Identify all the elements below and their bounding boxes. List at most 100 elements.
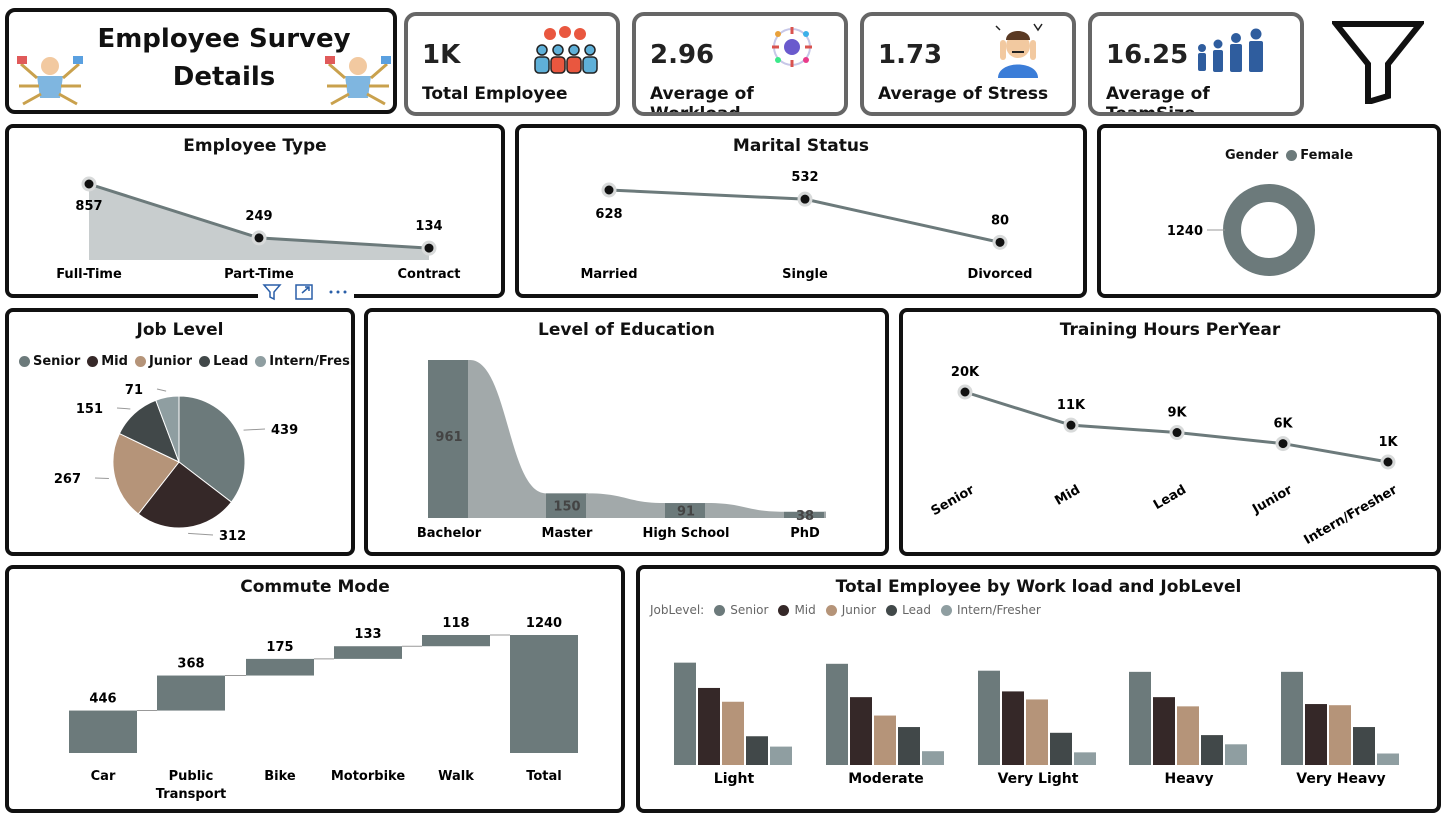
bar-edge bbox=[468, 360, 470, 518]
x-tick-label: Car bbox=[91, 769, 116, 784]
bar-edge bbox=[586, 493, 588, 518]
x-tick-label: Transport bbox=[156, 787, 226, 802]
panel-title: Employee Type bbox=[183, 136, 327, 156]
panel-title: Job Level bbox=[136, 320, 224, 340]
x-tick-label: Lead bbox=[1151, 482, 1189, 513]
pie-slice-intern-fresher bbox=[155, 395, 180, 463]
ribbon bbox=[707, 503, 784, 518]
legend-swatch-mid bbox=[87, 356, 99, 367]
data-label: 11K bbox=[1057, 398, 1086, 413]
data-label: 312 bbox=[219, 529, 246, 544]
bar-mid bbox=[698, 687, 720, 765]
data-label: 267 bbox=[54, 472, 81, 487]
bar-lead bbox=[746, 736, 768, 765]
legend-swatch-intern bbox=[255, 356, 267, 367]
bar-senior bbox=[674, 662, 696, 765]
data-label: 961 bbox=[435, 430, 462, 445]
legend-swatch-lead bbox=[886, 604, 898, 616]
legend-swatch-senior bbox=[714, 604, 726, 616]
legend-title: Gender bbox=[1225, 148, 1279, 163]
data-label: 91 bbox=[677, 505, 695, 520]
workload-joblevel-panel[interactable]: Total Employee by Work load and JobLevel… bbox=[636, 565, 1441, 813]
ribbon bbox=[470, 360, 546, 518]
bar-edge bbox=[705, 503, 707, 518]
leader-line bbox=[188, 532, 214, 536]
bar-mid bbox=[1305, 704, 1327, 765]
legend-swatch-mid bbox=[778, 604, 790, 616]
data-point bbox=[81, 176, 97, 192]
kpi-average-workload[interactable]: 2.96 Average of Workload bbox=[632, 12, 848, 116]
bar-junior bbox=[722, 701, 744, 765]
data-label: 1240 bbox=[1167, 224, 1203, 239]
x-tick-label: Public bbox=[169, 769, 214, 784]
legend-label: Intern/Fresher bbox=[269, 354, 351, 369]
marital-status-panel[interactable]: Marital Status 628 Married 532 Single 80 Divo… bbox=[515, 124, 1087, 298]
kpi-label: Average of TeamSize bbox=[1106, 84, 1210, 116]
bar-junior bbox=[1177, 706, 1199, 765]
employee-type-panel[interactable]: Employee Type 857 Full-Time 249 Part-Time 13… bbox=[5, 124, 505, 298]
panel-title: Training Hours PerYear bbox=[1059, 320, 1281, 340]
leader-line bbox=[243, 428, 266, 431]
bar-walk bbox=[422, 635, 490, 647]
page-title-line2: Details bbox=[172, 62, 276, 92]
job-level-legend: Senior Mid Junior Lead Intern/Fresher bbox=[19, 354, 351, 369]
data-label: 368 bbox=[177, 657, 204, 672]
bar-mid bbox=[850, 697, 872, 765]
funnel-icon[interactable] bbox=[1332, 20, 1424, 104]
bar-intern-fresher bbox=[922, 751, 944, 765]
x-tick-label: Divorced bbox=[968, 267, 1033, 282]
data-label: 151 bbox=[76, 402, 103, 417]
bar-senior bbox=[1129, 671, 1151, 765]
kpi-average-stress[interactable]: 1.73 Average of Stress bbox=[860, 12, 1076, 116]
data-label: 439 bbox=[271, 423, 298, 438]
x-tick-label: Senior bbox=[929, 482, 978, 519]
x-tick-label: Master bbox=[542, 526, 593, 541]
gender-panel[interactable]: Gender Female 1240 bbox=[1097, 124, 1441, 298]
bar-senior bbox=[978, 670, 1000, 765]
kpi-value: 2.96 bbox=[650, 40, 715, 70]
bar-lead bbox=[898, 727, 920, 765]
x-tick-label: Heavy bbox=[1165, 771, 1214, 787]
data-label: 9K bbox=[1167, 406, 1187, 421]
data-label: 1K bbox=[1378, 435, 1398, 450]
training-hours-panel[interactable]: Training Hours PerYear 20K Senior 11K Mid 9K… bbox=[899, 308, 1441, 556]
x-tick-label: Full-Time bbox=[56, 267, 122, 282]
more-options-icon[interactable] bbox=[326, 283, 350, 301]
workload-icon bbox=[772, 27, 812, 67]
kpi-value: 1.73 bbox=[878, 40, 943, 70]
legend-title: JobLevel: bbox=[650, 603, 705, 617]
bar-lead bbox=[1353, 727, 1375, 765]
kpi-average-teamsize[interactable]: 16.25 Average of TeamSize bbox=[1088, 12, 1304, 116]
bar-motorbike bbox=[334, 646, 402, 659]
bar-intern-fresher bbox=[770, 746, 792, 765]
education-panel[interactable]: Level of Education 961 Bachelor 150 Master 9… bbox=[364, 308, 889, 556]
legend-label: Female bbox=[1300, 148, 1354, 163]
data-point bbox=[1380, 454, 1396, 470]
pie-slice-mid bbox=[137, 461, 233, 529]
legend-swatch-junior bbox=[825, 604, 837, 616]
pie-slice-senior bbox=[178, 395, 246, 503]
commute-mode-panel[interactable]: Commute Mode 446 Car 368 Public Transport 175… bbox=[5, 565, 625, 813]
training-hours-chart: 20K Senior 11K Mid 9K Lead 6K Junior 1K Intern/Fr… bbox=[929, 365, 1401, 548]
panel-title: Total Employee by Work load and JobLevel bbox=[835, 577, 1242, 597]
stressed-person-icon bbox=[995, 23, 1043, 78]
team-size-icon bbox=[1198, 28, 1263, 72]
legend-label: Senior bbox=[730, 603, 769, 617]
data-label: 6K bbox=[1273, 417, 1293, 432]
legend-label: Lead bbox=[213, 354, 249, 369]
kpi-total-employee[interactable]: 1K Total Employee bbox=[404, 12, 620, 116]
employee-type-chart: 857 Full-Time 249 Part-Time 134 Contract bbox=[56, 176, 461, 282]
title-card: Employee Survey Details bbox=[5, 8, 397, 114]
job-level-panel[interactable]: Job Level Senior Mid Junior Lead Intern/… bbox=[5, 308, 355, 556]
legend-swatch-intern bbox=[940, 604, 952, 616]
x-tick-label: PhD bbox=[790, 526, 820, 541]
bar-senior bbox=[1281, 671, 1303, 765]
data-label: 38 bbox=[796, 509, 814, 524]
data-label: 134 bbox=[415, 219, 442, 234]
ribbon bbox=[588, 493, 665, 518]
bar-lead bbox=[1050, 732, 1072, 765]
focus-mode-icon[interactable] bbox=[294, 283, 314, 301]
data-point bbox=[992, 234, 1008, 250]
filter-icon[interactable] bbox=[262, 283, 282, 301]
bar-phd bbox=[784, 511, 826, 518]
